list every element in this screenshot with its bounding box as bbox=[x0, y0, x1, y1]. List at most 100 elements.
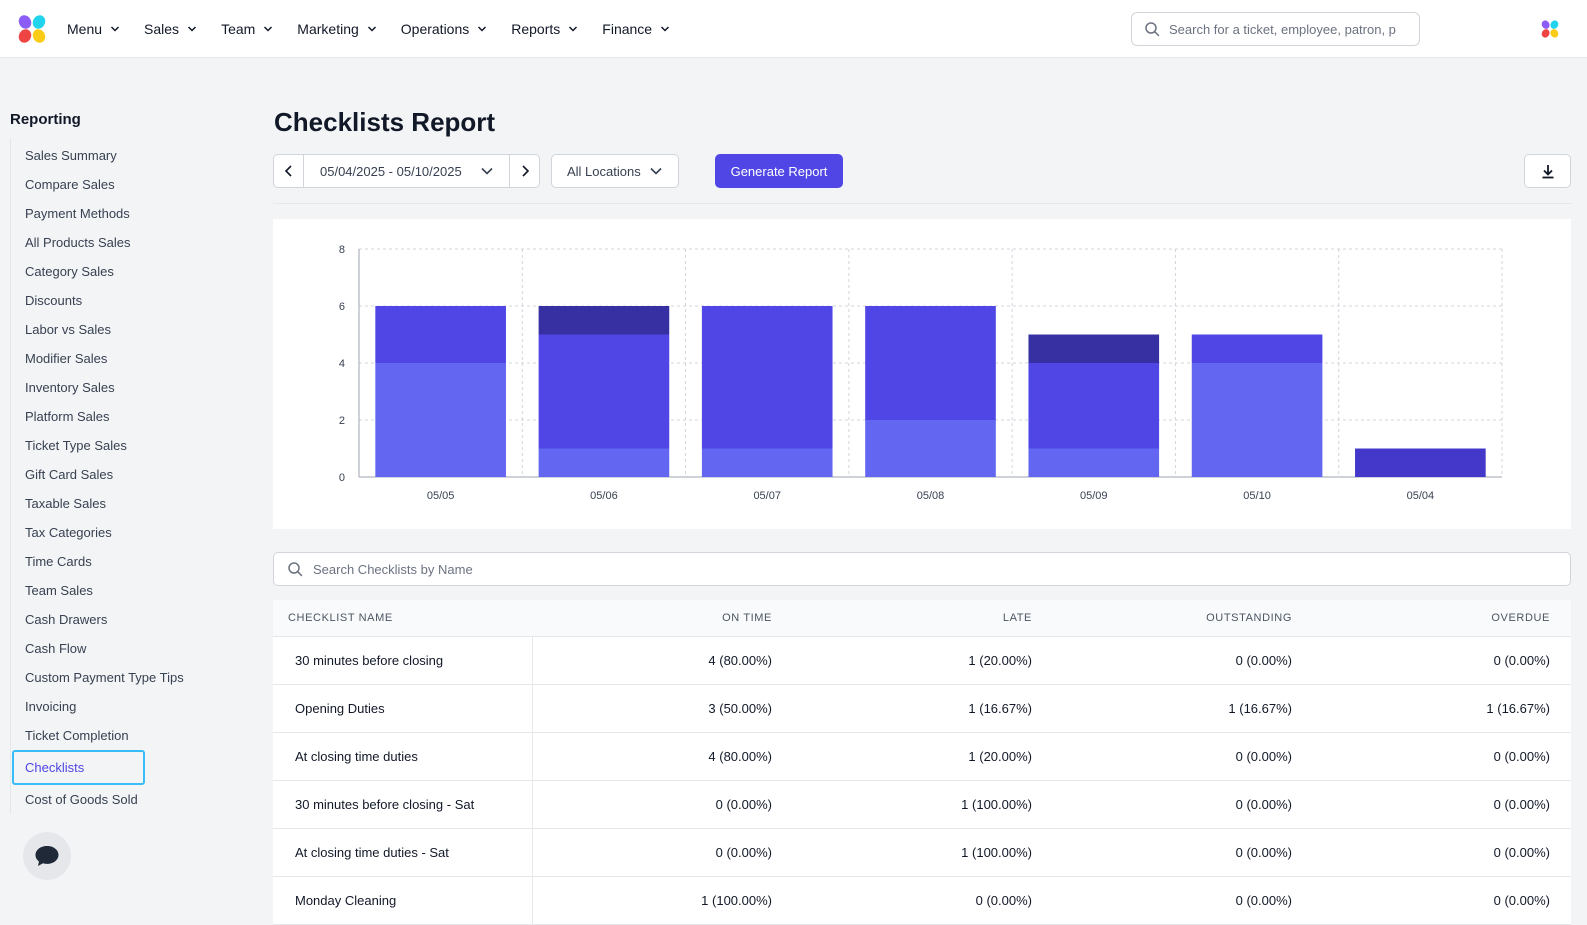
bar-segment bbox=[375, 306, 506, 363]
previous-range-button[interactable] bbox=[273, 154, 304, 188]
sidebar-item-time-cards[interactable]: Time Cards bbox=[25, 554, 92, 569]
table-row[interactable]: 30 minutes before closing - Sat 0 (0.00%)… bbox=[273, 781, 1571, 829]
bar-segment bbox=[701, 448, 833, 477]
bar-segment bbox=[538, 334, 670, 449]
sidebar-item-labor-vs-sales[interactable]: Labor vs Sales bbox=[25, 322, 111, 337]
sidebar-item-compare-sales[interactable]: Compare Sales bbox=[25, 177, 115, 192]
chevron-down-icon bbox=[264, 26, 273, 32]
nav-item-label: Sales bbox=[144, 21, 180, 37]
table-row[interactable]: 30 minutes before closing 4 (80.00%) 1 (20… bbox=[273, 637, 1571, 685]
table-row[interactable]: Opening Duties 3 (50.00%) 1 (16.67%) 1 (16.… bbox=[273, 685, 1571, 733]
cell-late: 1 (100.00%) bbox=[961, 845, 1032, 860]
sidebar-item-cash-drawers[interactable]: Cash Drawers bbox=[25, 612, 108, 627]
sidebar-item-all-products-sales[interactable]: All Products Sales bbox=[25, 235, 131, 250]
column-header-overdue[interactable]: OVERDUE bbox=[1491, 612, 1550, 624]
cell-on-time: 4 (80.00%) bbox=[708, 749, 772, 764]
download-icon bbox=[1542, 164, 1553, 178]
x-tick-label: 05/10 bbox=[1243, 490, 1271, 502]
account-logo-icon[interactable] bbox=[1540, 19, 1560, 39]
table-row[interactable]: Monday Cleaning 1 (100.00%) 0 (0.00%) 0 (0.… bbox=[273, 877, 1571, 925]
chevron-down-icon bbox=[481, 167, 493, 175]
cell-overdue: 0 (0.00%) bbox=[1493, 893, 1550, 908]
sidebar-item-custom-payment-type-tips[interactable]: Custom Payment Type Tips bbox=[25, 670, 184, 685]
column-header-late[interactable]: LATE bbox=[1002, 612, 1032, 624]
sidebar-item-cash-flow[interactable]: Cash Flow bbox=[25, 641, 87, 656]
bar-segment bbox=[538, 306, 670, 335]
sidebar-list: Sales Summary Compare Sales Payment Method… bbox=[10, 138, 230, 814]
sidebar-item-cost-of-goods-sold[interactable]: Cost of Goods Sold bbox=[25, 792, 138, 807]
cell-late: 1 (20.00%) bbox=[968, 653, 1032, 668]
column-header-on-time[interactable]: ON TIME bbox=[722, 612, 772, 624]
sidebar-item-tax-categories[interactable]: Tax Categories bbox=[25, 525, 112, 540]
sidebar-item-team-sales[interactable]: Team Sales bbox=[25, 583, 93, 598]
sidebar-item-payment-methods[interactable]: Payment Methods bbox=[25, 206, 130, 221]
chevron-down-icon bbox=[569, 26, 578, 32]
checklists-table: CHECKLIST NAME ON TIME LATE OUTSTANDING … bbox=[273, 600, 1571, 925]
chat-button[interactable] bbox=[23, 832, 71, 880]
checklist-search[interactable] bbox=[273, 552, 1571, 586]
date-range-label: 05/04/2025 - 05/10/2025 bbox=[320, 163, 462, 179]
bar-segment bbox=[701, 306, 833, 449]
chevron-down-icon bbox=[661, 26, 670, 32]
location-select[interactable]: All Locations bbox=[551, 154, 679, 188]
bar-segment bbox=[865, 420, 996, 477]
nav-item-reports[interactable]: Reports bbox=[511, 21, 578, 37]
cell-on-time: 0 (0.00%) bbox=[715, 845, 772, 860]
sidebar-item-discounts[interactable]: Discounts bbox=[25, 293, 83, 308]
sidebar-item-ticket-type-sales[interactable]: Ticket Type Sales bbox=[25, 438, 127, 453]
generate-report-button[interactable]: Generate Report bbox=[715, 154, 843, 188]
cell-outstanding: 0 (0.00%) bbox=[1235, 893, 1292, 908]
global-search-input[interactable] bbox=[1169, 21, 1409, 37]
bar-segment bbox=[1191, 334, 1323, 363]
cell-name: Monday Cleaning bbox=[273, 877, 533, 924]
nav-item-label: Menu bbox=[67, 21, 103, 37]
table-header: CHECKLIST NAME ON TIME LATE OUTSTANDING … bbox=[273, 600, 1571, 637]
sidebar-item-taxable-sales[interactable]: Taxable Sales bbox=[25, 496, 106, 511]
cell-on-time: 4 (80.00%) bbox=[708, 653, 772, 668]
global-search[interactable] bbox=[1131, 12, 1420, 46]
sidebar-item-inventory-sales[interactable]: Inventory Sales bbox=[25, 380, 115, 395]
location-label: All Locations bbox=[567, 163, 641, 179]
chevron-right-icon bbox=[521, 165, 529, 177]
cell-overdue: 0 (0.00%) bbox=[1493, 845, 1550, 860]
chevron-down-icon bbox=[650, 167, 662, 175]
bar-segment bbox=[375, 363, 506, 477]
cell-name: At closing time duties bbox=[273, 733, 533, 780]
sidebar-item-category-sales[interactable]: Category Sales bbox=[25, 264, 114, 279]
cell-name: 30 minutes before closing bbox=[273, 637, 533, 684]
table-row[interactable]: At closing time duties 4 (80.00%) 1 (20.00… bbox=[273, 733, 1571, 781]
column-header-name[interactable]: CHECKLIST NAME bbox=[288, 612, 393, 624]
date-range-picker[interactable]: 05/04/2025 - 05/10/2025 bbox=[303, 154, 510, 188]
next-range-button[interactable] bbox=[509, 154, 540, 188]
sidebar-item-ticket-completion[interactable]: Ticket Completion bbox=[25, 728, 129, 743]
sidebar-item-checklists[interactable]: Checklists bbox=[12, 750, 145, 785]
y-tick-label: 8 bbox=[339, 244, 345, 256]
cell-overdue: 0 (0.00%) bbox=[1493, 749, 1550, 764]
cell-outstanding: 1 (16.67%) bbox=[1228, 701, 1292, 716]
app-logo-icon[interactable] bbox=[16, 13, 48, 45]
nav-item-label: Reports bbox=[511, 21, 561, 37]
download-button[interactable] bbox=[1524, 154, 1571, 188]
nav-item-team[interactable]: Team bbox=[221, 21, 273, 37]
x-tick-label: 05/06 bbox=[590, 490, 618, 502]
nav-item-operations[interactable]: Operations bbox=[401, 21, 487, 37]
cell-outstanding: 0 (0.00%) bbox=[1235, 749, 1292, 764]
nav-item-menu[interactable]: Menu bbox=[67, 21, 120, 37]
table-row[interactable]: At closing time duties - Sat 0 (0.00%) 1 (… bbox=[273, 829, 1571, 877]
x-tick-label: 05/04 bbox=[1407, 490, 1435, 502]
nav-item-marketing[interactable]: Marketing bbox=[297, 21, 376, 37]
sidebar-item-sales-summary[interactable]: Sales Summary bbox=[25, 148, 117, 163]
bar-segment bbox=[1355, 448, 1486, 477]
cell-overdue: 0 (0.00%) bbox=[1493, 797, 1550, 812]
search-icon bbox=[1145, 22, 1160, 37]
checklist-search-input[interactable] bbox=[313, 561, 1513, 577]
x-tick-label: 05/09 bbox=[1080, 490, 1108, 502]
cell-outstanding: 0 (0.00%) bbox=[1235, 653, 1292, 668]
nav-item-sales[interactable]: Sales bbox=[144, 21, 197, 37]
column-header-outstanding[interactable]: OUTSTANDING bbox=[1206, 612, 1292, 624]
sidebar-item-invoicing[interactable]: Invoicing bbox=[25, 699, 77, 714]
sidebar-item-gift-card-sales[interactable]: Gift Card Sales bbox=[25, 467, 114, 482]
nav-item-finance[interactable]: Finance bbox=[602, 21, 670, 37]
sidebar-item-modifier-sales[interactable]: Modifier Sales bbox=[25, 351, 108, 366]
sidebar-item-platform-sales[interactable]: Platform Sales bbox=[25, 409, 110, 424]
